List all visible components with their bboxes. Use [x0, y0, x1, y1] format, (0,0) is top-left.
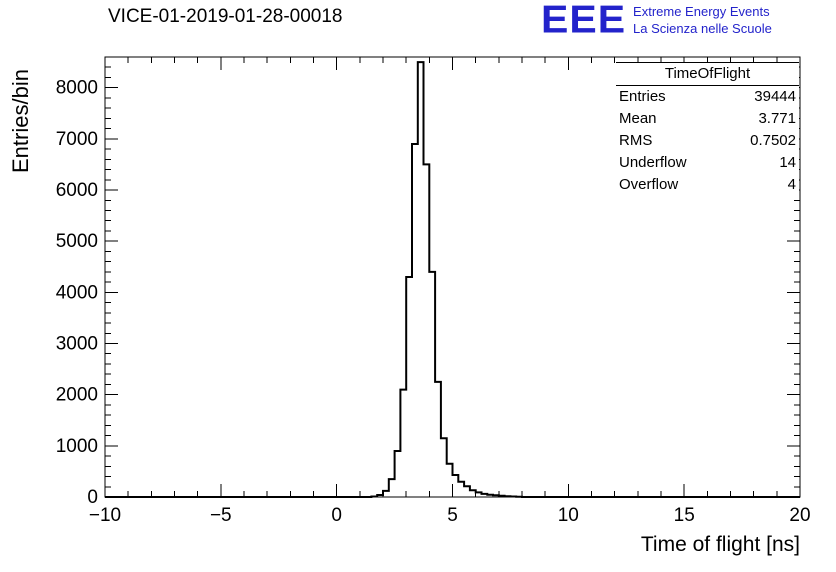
stats-label: Underflow — [619, 154, 687, 171]
x-tick-label: −10 — [89, 505, 121, 526]
x-tick-label: 20 — [789, 505, 810, 526]
eee-logo-line1: Extreme Energy Events — [633, 4, 770, 19]
stats-row: Underflow 14 — [616, 152, 799, 174]
stats-value: 0.7502 — [750, 132, 796, 149]
stats-value: 4 — [787, 176, 796, 193]
stats-label: Entries — [619, 88, 666, 105]
eee-logo-text: EEE — [541, 0, 627, 41]
y-tick-label: 1000 — [56, 436, 98, 457]
x-tick-label: −5 — [210, 505, 232, 526]
stats-row: RMS 0.7502 — [616, 130, 799, 152]
stats-label: Mean — [619, 110, 657, 127]
y-axis-label: Entries/bin — [8, 69, 33, 173]
x-tick-label: 5 — [447, 505, 458, 526]
y-tick-label: 3000 — [56, 334, 98, 355]
eee-logo: EEE Extreme Energy Events La Scienza nel… — [541, 0, 772, 41]
y-tick-label: 5000 — [56, 231, 98, 252]
x-tick-label: 0 — [331, 505, 342, 526]
stats-box: TimeOfFlight Entries 39444 Mean 3.771 RM… — [616, 62, 799, 196]
plot-title: VICE-01-2019-01-28-00018 — [108, 6, 343, 27]
y-tick-label: 2000 — [56, 385, 98, 406]
stats-value: 3.771 — [758, 110, 796, 127]
stats-row: Entries 39444 — [616, 86, 799, 108]
stats-label: Overflow — [619, 176, 679, 193]
y-tick-label: 8000 — [56, 78, 98, 99]
x-axis-label: Time of flight [ns] — [640, 533, 800, 556]
y-tick-label: 4000 — [56, 282, 98, 303]
histogram-step-line — [105, 61, 800, 498]
stats-row: Mean 3.771 — [616, 108, 799, 130]
stats-row: Overflow 4 — [616, 174, 799, 196]
axis-ticks — [104, 56, 801, 498]
x-tick-label: 10 — [558, 505, 579, 526]
eee-logo-tagline: Extreme Energy Events La Scienza nelle S… — [633, 1, 772, 35]
stats-value: 39444 — [754, 88, 796, 105]
y-tick-label: 0 — [87, 487, 98, 508]
x-tick-label: 15 — [674, 505, 695, 526]
eee-logo-line2: La Scienza nelle Scuole — [633, 20, 772, 36]
stats-value: 14 — [779, 154, 796, 171]
stats-box-title: TimeOfFlight — [616, 63, 799, 86]
stats-label: RMS — [619, 132, 653, 149]
y-tick-label: 6000 — [56, 180, 98, 201]
y-tick-label: 7000 — [56, 129, 98, 150]
